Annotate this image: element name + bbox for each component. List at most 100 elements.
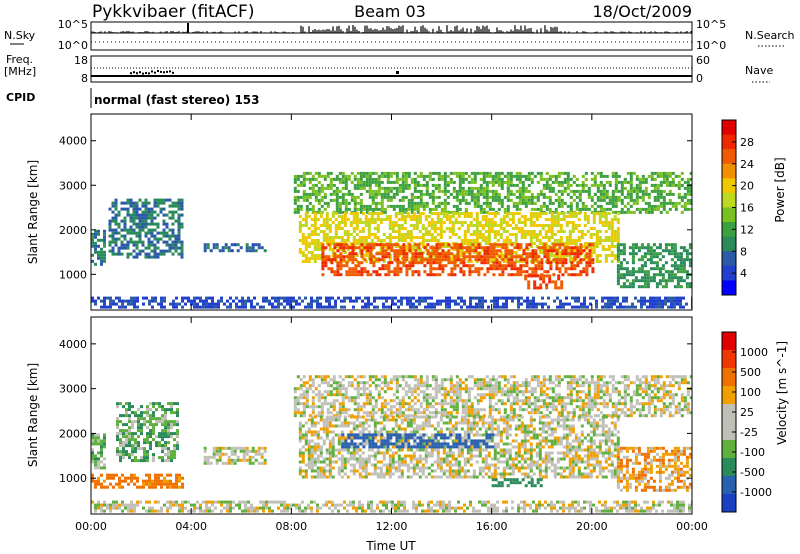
nave-top-tick: 60 xyxy=(696,54,710,67)
y-tick-label: 1000 xyxy=(59,268,87,281)
scatter-region xyxy=(293,375,692,418)
colorbar-swatch xyxy=(722,332,736,351)
y-tick-label: 3000 xyxy=(59,179,87,192)
nsearch-label: N.Search xyxy=(745,29,795,42)
nsearch-bottom-tick: 10^0 xyxy=(696,39,726,52)
colorbar-swatch xyxy=(722,494,736,513)
x-tick-label: 04:00 xyxy=(175,520,207,533)
power-panel: 1000 2000 3000 4000 Slant Range [km] 28 24 20… xyxy=(26,113,787,311)
scatter-region xyxy=(203,446,267,465)
velocity-x-ticks: 00:00 04:00 08:00 12:00 16:00 20:00 00:00 xyxy=(75,317,708,533)
power-colorbar-label: Power [dB] xyxy=(773,157,787,222)
colorbar-swatch xyxy=(722,422,736,441)
nsky-panel: N.Sky 10^5 10^0 10^5 10^0 N.Search xyxy=(4,18,795,52)
y-tick-label: 4000 xyxy=(59,338,87,351)
colorbar-tick-label: 100 xyxy=(740,386,761,399)
cpid-program: normal (fast stereo) 153 xyxy=(94,93,260,107)
station-title: Pykkvibaer (fitACF) xyxy=(92,2,254,22)
x-tick-label: 16:00 xyxy=(476,520,508,533)
colorbar-swatch xyxy=(722,350,736,369)
scatter-region xyxy=(524,274,564,290)
power-colorbar: 28 24 20 16 12 8 4 xyxy=(721,119,754,296)
scatter-region xyxy=(108,198,184,259)
colorbar-swatch xyxy=(722,134,736,150)
colorbar-swatch xyxy=(722,440,736,459)
power-x-ticks xyxy=(90,114,693,310)
beam-label: Beam 03 xyxy=(354,2,426,21)
colorbar-swatch xyxy=(722,476,736,495)
colorbar-swatch xyxy=(722,404,736,423)
freq-panel: Freq. [MHz] 18 8 60 0 Nave xyxy=(4,53,773,85)
scatter-region xyxy=(491,478,543,488)
colorbar-swatch xyxy=(722,368,736,387)
scatter-region xyxy=(321,243,595,277)
y-tick-label: 4000 xyxy=(59,135,87,148)
colorbar-swatch xyxy=(722,265,736,281)
colorbar-swatch xyxy=(722,163,736,179)
colorbar-swatch xyxy=(722,192,736,208)
colorbar-swatch xyxy=(722,386,736,405)
nave-bottom-tick: 0 xyxy=(696,72,703,85)
colorbar-swatch xyxy=(722,222,736,238)
power-y-axis-label: Slant Range [km] xyxy=(26,160,40,264)
freq-trace xyxy=(130,70,399,75)
x-tick-label: 20:00 xyxy=(576,520,608,533)
scatter-region xyxy=(341,433,495,449)
scatter-region xyxy=(91,229,106,266)
scatter-region xyxy=(116,402,179,463)
cpid-panel: CPID normal (fast stereo) 153 xyxy=(6,88,260,108)
nsky-top-tick: 10^5 xyxy=(58,18,88,31)
scatter-region xyxy=(293,171,692,214)
cpid-label: CPID xyxy=(6,91,35,104)
nave-label: Nave xyxy=(745,64,773,77)
nsky-trace xyxy=(90,23,692,33)
colorbar-tick-label: 25 xyxy=(740,406,754,419)
colorbar-tick-label: 500 xyxy=(740,366,761,379)
colorbar-swatch xyxy=(722,236,736,252)
colorbar-tick-label: 1000 xyxy=(740,346,768,359)
colorbar-tick-label: 24 xyxy=(740,158,754,171)
colorbar-tick-label: 28 xyxy=(740,136,754,149)
y-tick-label: 1000 xyxy=(59,472,87,485)
velocity-y-ticks: 1000 2000 3000 4000 xyxy=(59,338,692,485)
x-tick-label: 12:00 xyxy=(376,520,408,533)
colorbar-tick-label: 4 xyxy=(740,267,747,280)
scatter-region xyxy=(91,296,692,309)
freq-label: Freq. xyxy=(6,53,33,66)
x-tick-label: 08:00 xyxy=(275,520,307,533)
colorbar-swatch xyxy=(722,280,736,296)
colorbar-tick-label: 8 xyxy=(740,245,747,258)
velocity-colorbar: 1000 500 100 25 -25 -100 -500 -1000 xyxy=(721,331,772,513)
colorbar-tick-label: 12 xyxy=(740,223,754,236)
scatter-region xyxy=(616,243,692,289)
y-tick-label: 3000 xyxy=(59,383,87,396)
colorbar-swatch xyxy=(722,458,736,477)
y-tick-label: 2000 xyxy=(59,427,87,440)
velocity-panel: 1000 2000 3000 4000 00:00 04:00 08:00 12:00 16:… xyxy=(26,316,789,553)
freq-bottom-tick: 8 xyxy=(81,72,88,85)
colorbar-tick-label: 16 xyxy=(740,202,754,215)
velocity-x-axis-label: Time UT xyxy=(365,539,416,553)
x-tick-label: 00:00 xyxy=(75,520,107,533)
date-label: 18/Oct/2009 xyxy=(592,2,692,21)
colorbar-swatch xyxy=(722,149,736,165)
colorbar-swatch xyxy=(722,178,736,194)
x-tick-label: 00:00 xyxy=(676,520,708,533)
scatter-region xyxy=(91,433,106,470)
colorbar-swatch xyxy=(722,120,736,136)
colorbar-tick-label: -100 xyxy=(740,446,765,459)
scatter-region xyxy=(203,243,267,253)
colorbar-tick-label: -25 xyxy=(740,426,758,439)
power-y-ticks: 1000 2000 3000 4000 xyxy=(59,135,692,281)
colorbar-tick-label: -1000 xyxy=(740,486,772,499)
colorbar-tick-label: -500 xyxy=(740,466,765,479)
freq-top-tick: 18 xyxy=(74,54,88,67)
velocity-colorbar-label: Velocity [m s^-1] xyxy=(775,341,789,445)
colorbar-swatch xyxy=(722,251,736,267)
velocity-heatmap xyxy=(91,375,692,513)
freq-unit: [MHz] xyxy=(4,65,36,78)
nsky-bottom-tick: 10^0 xyxy=(58,39,88,52)
nsearch-top-tick: 10^5 xyxy=(696,18,726,31)
scatter-region xyxy=(91,473,184,489)
